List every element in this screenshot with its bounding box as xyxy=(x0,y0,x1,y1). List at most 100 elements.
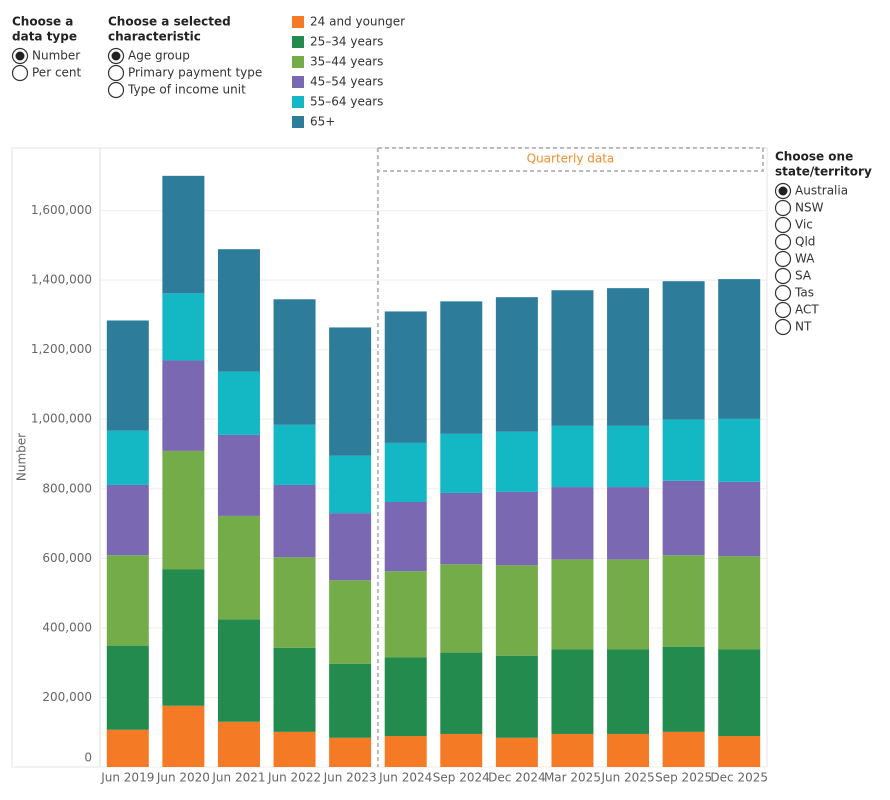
radio-label[interactable]: Vic xyxy=(795,218,813,232)
legend-swatch[interactable] xyxy=(292,36,304,48)
bar-segment[interactable] xyxy=(329,663,372,738)
legend-swatch[interactable] xyxy=(292,116,304,128)
bar-segment[interactable] xyxy=(662,480,705,556)
bar-segment[interactable] xyxy=(440,564,483,653)
bar-segment[interactable] xyxy=(662,281,705,420)
bar-segment[interactable] xyxy=(384,571,427,658)
bar-segment[interactable] xyxy=(607,649,650,734)
bar-segment[interactable] xyxy=(607,487,650,560)
bar-segment[interactable] xyxy=(384,311,427,443)
bar-segment[interactable] xyxy=(273,557,316,648)
bar-segment[interactable] xyxy=(718,556,761,650)
bar-segment[interactable] xyxy=(495,431,538,492)
legend-label[interactable]: 45–54 years xyxy=(310,75,383,89)
radio-button[interactable] xyxy=(107,64,125,82)
bar-segment[interactable] xyxy=(217,434,260,516)
radio-button[interactable] xyxy=(774,216,792,234)
bar-segment[interactable] xyxy=(662,731,705,767)
radio-label[interactable]: NT xyxy=(795,320,812,334)
radio-button[interactable] xyxy=(11,64,29,82)
bar-segment[interactable] xyxy=(551,425,594,488)
bar-segment[interactable] xyxy=(162,705,205,767)
bar-segment[interactable] xyxy=(217,249,260,372)
bar-segment[interactable] xyxy=(718,279,761,419)
bar-segment[interactable] xyxy=(718,649,761,737)
bar-segment[interactable] xyxy=(384,736,427,767)
bar-segment[interactable] xyxy=(495,737,538,767)
bar-segment[interactable] xyxy=(551,559,594,650)
bar-segment[interactable] xyxy=(495,565,538,656)
bar-segment[interactable] xyxy=(440,733,483,767)
radio-button[interactable] xyxy=(774,318,792,336)
bar-segment[interactable] xyxy=(662,646,705,732)
bar-segment[interactable] xyxy=(440,652,483,734)
bar-segment[interactable] xyxy=(329,580,372,664)
radio-label[interactable]: WA xyxy=(795,252,815,266)
bar-segment[interactable] xyxy=(106,645,149,730)
radio-label[interactable]: Tas xyxy=(794,286,814,300)
legend-swatch[interactable] xyxy=(292,16,304,28)
bar-segment[interactable] xyxy=(551,487,594,560)
radio-label[interactable]: Number xyxy=(32,49,80,63)
radio-button[interactable] xyxy=(774,284,792,302)
legend-label[interactable]: 35–44 years xyxy=(310,55,383,69)
bar-segment[interactable] xyxy=(551,733,594,767)
bar-segment[interactable] xyxy=(495,655,538,738)
bar-segment[interactable] xyxy=(106,555,149,646)
bar-segment[interactable] xyxy=(106,729,149,767)
legend-label[interactable]: 55–64 years xyxy=(310,95,383,109)
bar-segment[interactable] xyxy=(662,555,705,647)
radio-label[interactable]: Per cent xyxy=(32,66,82,80)
bar-segment[interactable] xyxy=(273,647,316,732)
radio-button[interactable] xyxy=(107,81,125,99)
legend-label[interactable]: 65+ xyxy=(310,115,335,129)
bar-segment[interactable] xyxy=(217,721,260,767)
bar-segment[interactable] xyxy=(718,418,761,482)
bar-segment[interactable] xyxy=(718,736,761,767)
bar-segment[interactable] xyxy=(440,492,483,565)
bar-segment[interactable] xyxy=(162,360,205,451)
bar-segment[interactable] xyxy=(217,515,260,620)
radio-label[interactable]: Primary payment type xyxy=(128,66,262,80)
bar-segment[interactable] xyxy=(718,481,761,557)
bar-segment[interactable] xyxy=(162,450,205,570)
bar-segment[interactable] xyxy=(607,733,650,767)
radio-label[interactable]: SA xyxy=(795,269,812,283)
bar-segment[interactable] xyxy=(329,327,372,456)
bar-segment[interactable] xyxy=(384,657,427,737)
bar-segment[interactable] xyxy=(106,320,149,431)
bar-segment[interactable] xyxy=(273,424,316,485)
bar-segment[interactable] xyxy=(495,491,538,566)
bar-segment[interactable] xyxy=(329,513,372,581)
bar-segment[interactable] xyxy=(384,502,427,572)
legend-label[interactable]: 25–34 years xyxy=(310,35,383,49)
bar-segment[interactable] xyxy=(162,569,205,706)
legend-label[interactable]: 24 and younger xyxy=(310,15,405,29)
bar-segment[interactable] xyxy=(273,731,316,767)
radio-label[interactable]: Age group xyxy=(128,49,190,63)
bar-segment[interactable] xyxy=(551,649,594,734)
radio-button[interactable] xyxy=(774,267,792,285)
legend-swatch[interactable] xyxy=(292,56,304,68)
radio-label[interactable]: Qld xyxy=(795,235,815,249)
bar-segment[interactable] xyxy=(106,484,149,556)
radio-label[interactable]: Australia xyxy=(795,184,848,198)
bar-segment[interactable] xyxy=(329,737,372,767)
radio-label[interactable]: Type of income unit xyxy=(127,83,246,97)
radio-label[interactable]: ACT xyxy=(795,303,819,317)
radio-button[interactable] xyxy=(774,301,792,319)
radio-button[interactable] xyxy=(774,233,792,251)
legend-swatch[interactable] xyxy=(292,96,304,108)
legend-swatch[interactable] xyxy=(292,76,304,88)
bar-segment[interactable] xyxy=(662,419,705,481)
bar-segment[interactable] xyxy=(384,442,427,503)
bar-segment[interactable] xyxy=(329,455,372,514)
bar-segment[interactable] xyxy=(106,430,149,485)
bar-segment[interactable] xyxy=(551,290,594,426)
bar-segment[interactable] xyxy=(217,371,260,435)
bar-segment[interactable] xyxy=(607,288,650,426)
bar-segment[interactable] xyxy=(217,619,260,722)
radio-button[interactable] xyxy=(774,199,792,217)
bar-segment[interactable] xyxy=(273,299,316,425)
bar-segment[interactable] xyxy=(440,433,483,493)
